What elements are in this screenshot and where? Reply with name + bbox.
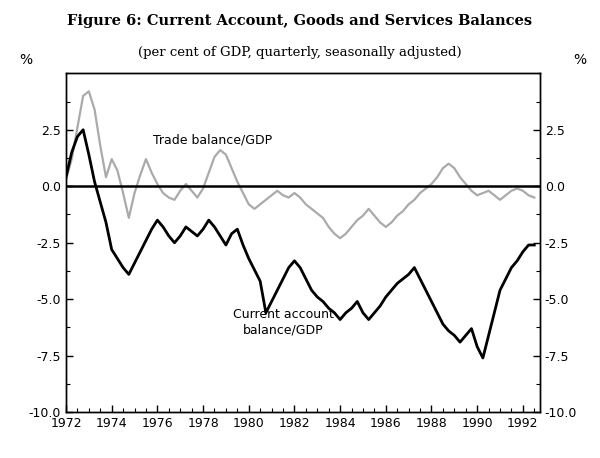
Text: (per cent of GDP, quarterly, seasonally adjusted): (per cent of GDP, quarterly, seasonally … — [138, 46, 462, 59]
Text: Current account
balance/GDP: Current account balance/GDP — [233, 308, 334, 336]
Text: Figure 6: Current Account, Goods and Services Balances: Figure 6: Current Account, Goods and Ser… — [67, 14, 533, 28]
Text: %: % — [573, 53, 586, 66]
Text: Trade balance/GDP: Trade balance/GDP — [153, 133, 272, 146]
Text: %: % — [20, 53, 33, 66]
